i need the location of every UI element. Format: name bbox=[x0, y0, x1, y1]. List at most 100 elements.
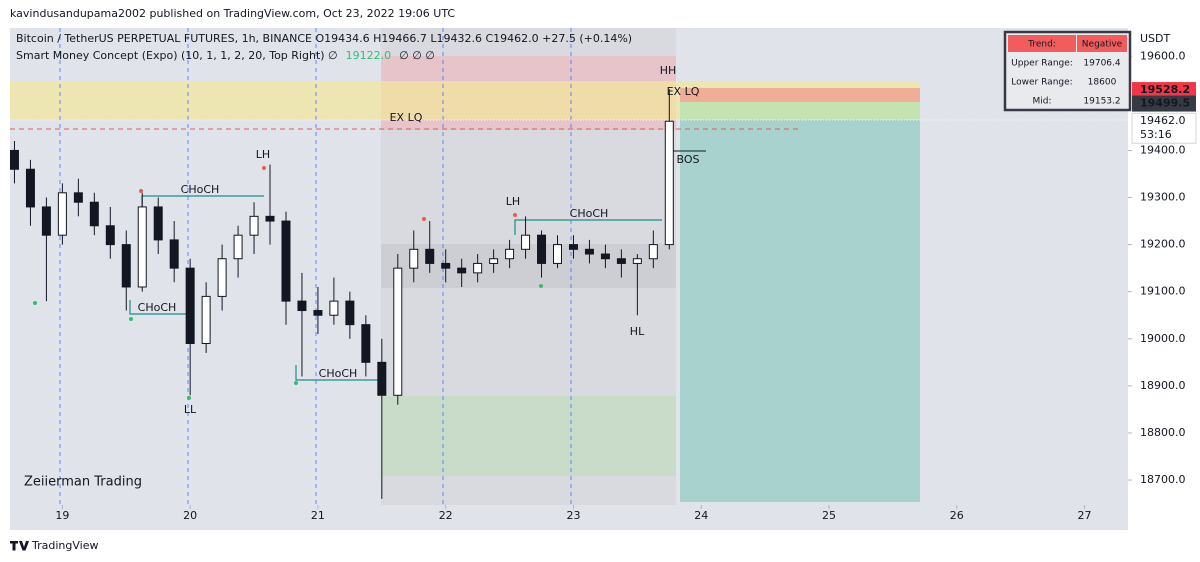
candle-body bbox=[297, 300, 307, 312]
candle-body bbox=[568, 244, 578, 250]
candle-body bbox=[313, 310, 323, 316]
candle-body bbox=[201, 295, 211, 344]
indicator-tail: ∅ ∅ ∅ bbox=[399, 49, 435, 62]
candle-body bbox=[521, 234, 531, 250]
y-tick-label: 19400.0 bbox=[1140, 143, 1186, 156]
choch-line bbox=[514, 219, 662, 235]
candle-body bbox=[153, 206, 163, 241]
candle-body bbox=[616, 258, 626, 264]
swing-low-dot bbox=[539, 284, 543, 288]
candle-body bbox=[105, 225, 115, 246]
y-tick-label: 18800.0 bbox=[1140, 426, 1186, 439]
footer-logo: TradingView bbox=[10, 539, 98, 552]
annotation: CHoCH bbox=[181, 183, 220, 196]
candle-body bbox=[648, 244, 658, 260]
trend-cell bbox=[1008, 35, 1076, 52]
candle-body bbox=[169, 239, 179, 269]
swing-low-dot bbox=[187, 396, 191, 400]
published-line: kavindusandupama2002 published on Tradin… bbox=[10, 7, 455, 20]
choch-line bbox=[295, 365, 381, 381]
candle-body bbox=[9, 149, 19, 170]
y-tick-label: 19000.0 bbox=[1140, 332, 1186, 345]
x-tick-label: 20 bbox=[183, 509, 197, 522]
symbol-legend: Bitcoin / TetherUS PERPETUAL FUTURES, 1h… bbox=[16, 32, 632, 45]
annotation: CHoCH bbox=[570, 207, 609, 220]
candle-body bbox=[664, 120, 674, 246]
y-tick-label: 19100.0 bbox=[1140, 285, 1186, 298]
candle-body bbox=[553, 244, 563, 264]
annotation: LL bbox=[184, 403, 197, 416]
candle-body bbox=[57, 192, 67, 236]
candle-body bbox=[265, 215, 275, 222]
candle-body bbox=[584, 248, 594, 255]
y-tick-label: 19200.0 bbox=[1140, 238, 1186, 251]
candle-body bbox=[393, 267, 403, 396]
candles bbox=[9, 89, 674, 499]
indicator-value: 19122.0 bbox=[346, 49, 392, 62]
x-tick-label: 27 bbox=[1078, 509, 1092, 522]
candle-body bbox=[137, 206, 147, 288]
table-value: Negative bbox=[1082, 40, 1123, 50]
indicator-name: Smart Money Concept (Expo) (10, 1, 1, 2,… bbox=[16, 49, 338, 62]
candle-body bbox=[329, 300, 339, 316]
annotation: HH bbox=[660, 64, 677, 77]
labels: 18700.0 18800.0 18900.0 19000.0 19100.0 19200… bbox=[55, 49, 1197, 522]
swing-low-dot bbox=[129, 317, 133, 321]
candle-body bbox=[73, 192, 83, 203]
table-key: Trend: bbox=[1027, 40, 1056, 50]
x-tick-label: 25 bbox=[822, 509, 836, 522]
position-zone bbox=[680, 120, 920, 502]
candle-body bbox=[489, 258, 499, 264]
candle-body bbox=[185, 267, 195, 344]
candle-body bbox=[409, 248, 419, 269]
countdown: 53:16 bbox=[1140, 128, 1172, 141]
candle-body bbox=[632, 258, 642, 264]
table-key: Lower Range: bbox=[1011, 78, 1072, 88]
candle-body bbox=[537, 234, 547, 264]
candle-body bbox=[217, 258, 227, 297]
candle-body bbox=[121, 244, 131, 288]
currency: USDT bbox=[1140, 32, 1171, 45]
annotation: CHoCH bbox=[138, 301, 177, 314]
x-tick-label: 24 bbox=[694, 509, 708, 522]
last-price: 19462.0 bbox=[1140, 114, 1186, 127]
demand-zone bbox=[381, 396, 676, 476]
x-tick-label: 22 bbox=[439, 509, 453, 522]
table-value: 18600 bbox=[1088, 78, 1117, 88]
logo-icon bbox=[10, 541, 29, 551]
swing-high-dot bbox=[139, 189, 143, 193]
candle-body bbox=[345, 300, 355, 326]
info-table: Trend: Negative Upper Range: 19706.4 Lower R… bbox=[1003, 30, 1132, 112]
annotation: LH bbox=[256, 148, 270, 161]
footer-text: TradingView bbox=[31, 539, 98, 552]
candle-body bbox=[41, 206, 51, 236]
target-zone bbox=[680, 102, 920, 120]
candle-body bbox=[505, 248, 515, 260]
candle-body bbox=[281, 220, 291, 302]
x-tick-label: 23 bbox=[566, 509, 580, 522]
candle-body bbox=[473, 262, 483, 274]
indicator-legend: Smart Money Concept (Expo) (10, 1, 1, 2,… bbox=[16, 49, 435, 62]
annotation: EX LQ bbox=[667, 85, 700, 98]
candle-body bbox=[457, 267, 467, 274]
price-label-bg bbox=[1132, 82, 1196, 99]
last-price-bg bbox=[1131, 112, 1197, 144]
price-label: 19499.5 bbox=[1140, 97, 1190, 110]
x-tick-label: 21 bbox=[311, 509, 325, 522]
candle-body bbox=[361, 324, 371, 363]
price-label: 19528.2 bbox=[1140, 83, 1190, 96]
annotation: HL bbox=[630, 325, 645, 338]
watermark: Zeiierman Trading bbox=[24, 475, 142, 490]
swing-low-dot bbox=[294, 381, 298, 385]
swing-low-dot bbox=[33, 301, 37, 305]
y-tick-label: 19300.0 bbox=[1140, 191, 1186, 204]
x-tick-label: 19 bbox=[55, 509, 69, 522]
candle-body bbox=[25, 168, 35, 208]
candle-body bbox=[89, 201, 99, 227]
annotation: LH bbox=[506, 195, 520, 208]
annotation: EX LQ bbox=[390, 111, 423, 124]
candle-body bbox=[233, 234, 243, 260]
price-label-bg bbox=[1132, 95, 1196, 112]
annotation: CHoCH bbox=[319, 367, 358, 380]
